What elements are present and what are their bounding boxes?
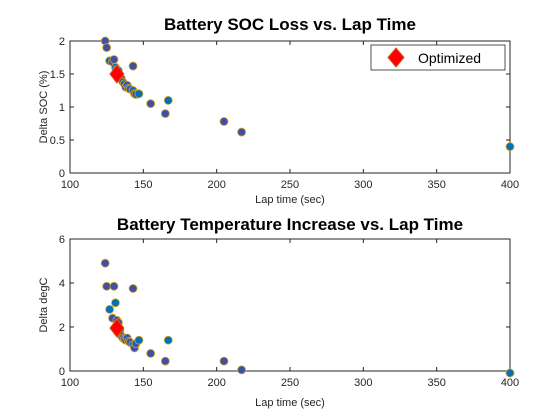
temperature-data-point [163, 335, 173, 345]
soc-x-axis-label: Lap time (sec) [255, 194, 325, 206]
temperature-x-tick-label: 300 [354, 377, 372, 389]
temperature-data-point [237, 365, 247, 375]
temperature-optimized-point [109, 318, 125, 338]
temperature-x-tick-label: 250 [281, 377, 299, 389]
soc-x-tick-label: 100 [61, 179, 79, 191]
legend-label-optimized: Optimized [418, 50, 481, 66]
temperature-x-axis-label: Lap time (sec) [255, 397, 325, 409]
soc-x-ticks: 100 150 200 250 300 350 400 [61, 41, 519, 191]
soc-plot: Battery SOC Loss vs. Lap Time 100 150 200 2… [38, 15, 519, 206]
temperature-plot: Battery Temperature Increase vs. Lap Tim… [38, 215, 519, 409]
temperature-plot-axes [69, 238, 511, 372]
temperature-x-tick-label: 200 [207, 377, 225, 389]
soc-y-tick-label: 0.5 [50, 135, 65, 147]
soc-x-tick-label: 400 [501, 179, 519, 191]
soc-x-tick-label: 250 [281, 179, 299, 191]
soc-y-tick-label: 0 [59, 168, 65, 180]
temperature-plot-title: Battery Temperature Increase vs. Lap Tim… [117, 215, 463, 234]
temperature-data-point [160, 356, 170, 366]
soc-y-ticks: 0 0.5 1 1.5 2 [50, 36, 510, 180]
temperature-y-tick-label: 6 [59, 234, 65, 246]
temperature-data-point [128, 284, 138, 293]
temperature-data-point [111, 298, 120, 308]
temperature-y-tick-label: 0 [59, 366, 65, 378]
temperature-y-tick-label: 4 [59, 278, 65, 290]
temperature-data-point [219, 356, 229, 366]
soc-data-point [237, 127, 247, 137]
soc-y-axis-label: Delta SOC (%) [38, 71, 50, 144]
soc-optimized-point [109, 64, 125, 84]
soc-x-tick-label: 150 [134, 179, 152, 191]
temperature-y-axis-label: Delta degC [38, 277, 50, 332]
temperature-data-point [134, 335, 144, 345]
soc-data-point [146, 99, 156, 109]
soc-x-tick-label: 200 [207, 179, 225, 191]
temperature-x-tick-label: 100 [61, 377, 79, 389]
soc-data-point [109, 55, 119, 64]
soc-y-tick-label: 1.5 [50, 69, 65, 81]
temperature-data-point [109, 281, 119, 291]
temperature-x-ticks: 100 150 200 250 300 350 400 [61, 239, 519, 389]
soc-x-tick-label: 300 [354, 179, 372, 191]
soc-x-tick-label: 350 [427, 179, 445, 191]
temperature-x-tick-label: 350 [427, 377, 445, 389]
soc-data-point [163, 96, 173, 105]
legend-optimized-marker [387, 47, 405, 68]
temperature-data-point [105, 304, 114, 314]
soc-y-tick-label: 1 [59, 102, 65, 114]
temperature-x-tick-label: 150 [134, 377, 152, 389]
soc-data-point [102, 43, 112, 52]
soc-data-point [128, 61, 138, 71]
soc-y-tick-label: 2 [59, 36, 65, 48]
soc-plot-title: Battery SOC Loss vs. Lap Time [164, 15, 416, 34]
soc-data-point [219, 117, 229, 126]
soc-data-point [160, 109, 170, 118]
soc-data-point [505, 142, 515, 152]
temperature-x-tick-label: 400 [501, 377, 519, 389]
temperature-y-tick-label: 2 [59, 322, 65, 334]
legend: Optimized [370, 44, 506, 71]
temperature-data-point [100, 258, 110, 268]
temperature-data-point [102, 281, 112, 291]
temperature-data-point [505, 368, 515, 378]
temperature-data-point [146, 348, 156, 358]
soc-data-point [134, 89, 144, 99]
